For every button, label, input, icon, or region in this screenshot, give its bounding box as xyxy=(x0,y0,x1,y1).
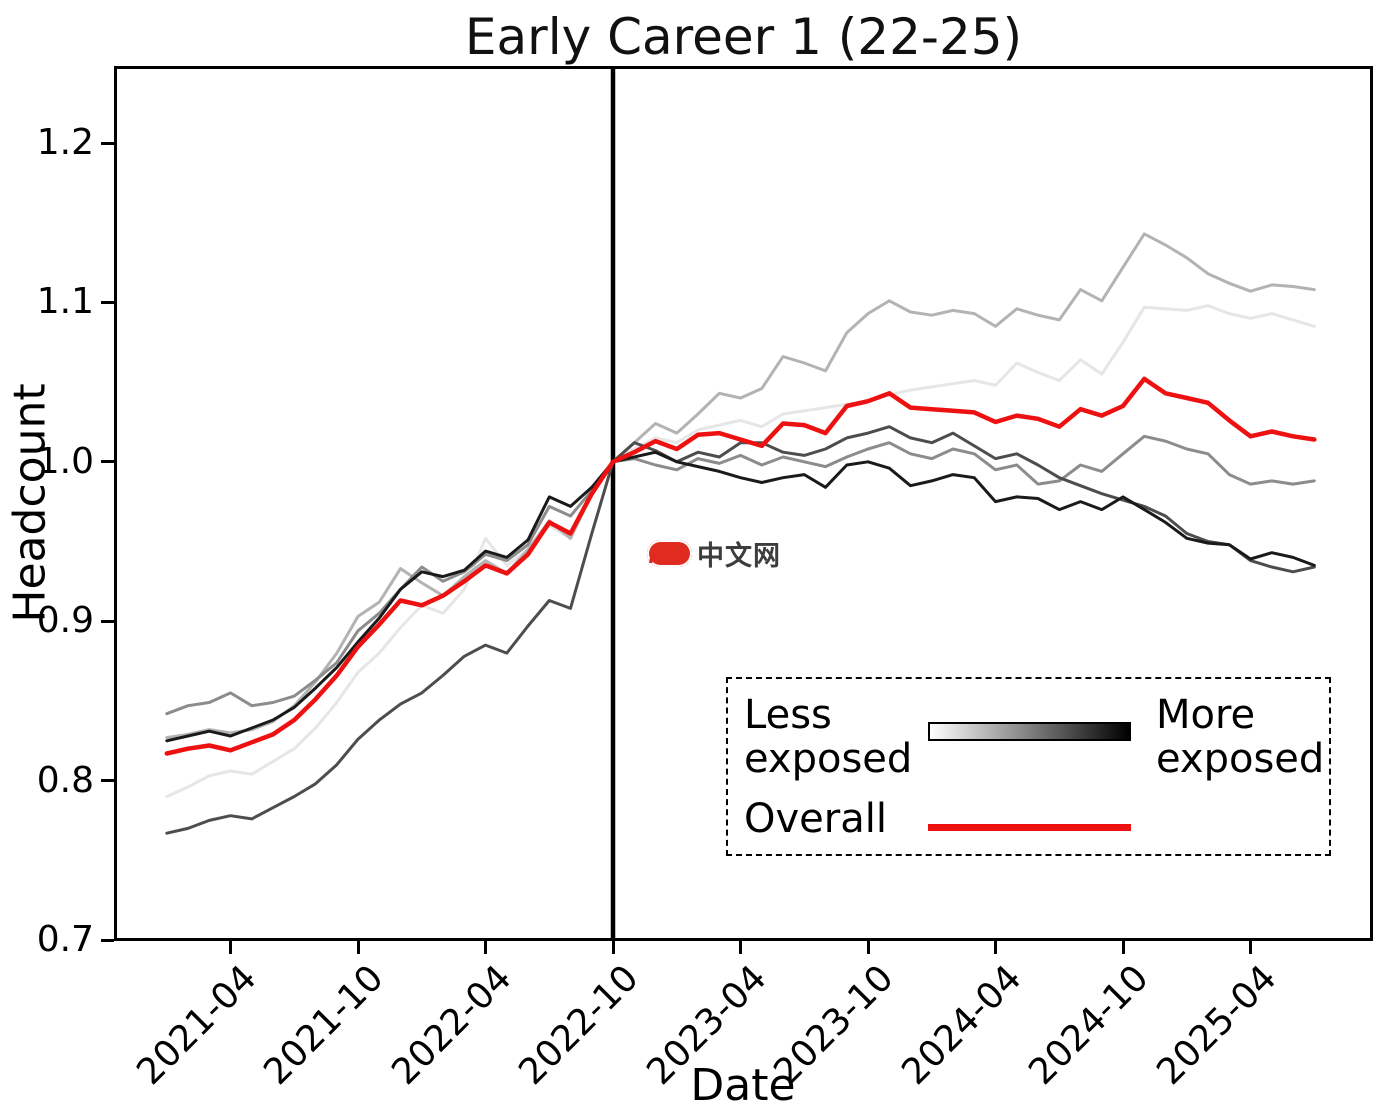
x-tick-label: 2023-10 xyxy=(766,957,902,1093)
watermark: php 中文网 xyxy=(647,539,781,572)
legend-more-exposed-label: More exposed xyxy=(1156,692,1325,782)
y-tick-label: 0.7 xyxy=(36,919,94,960)
y-tick-mark xyxy=(101,619,114,623)
y-tick-mark xyxy=(101,938,114,942)
x-tick-mark xyxy=(1249,941,1252,954)
y-tick-mark xyxy=(101,300,114,304)
x-tick-mark xyxy=(484,941,487,954)
x-tick-mark xyxy=(994,941,997,954)
x-axis-label: Date xyxy=(690,1060,796,1111)
x-tick-mark xyxy=(611,941,615,954)
x-tick-mark xyxy=(229,941,232,954)
x-tick-label: 2021-04 xyxy=(128,957,265,1093)
x-tick-label: 2024-10 xyxy=(1021,957,1157,1093)
watermark-text: 中文网 xyxy=(697,540,781,572)
y-tick-label: 0.8 xyxy=(36,759,94,801)
x-tick-label: 2024-04 xyxy=(893,957,1030,1093)
legend-box: Less exposed More exposed Overall xyxy=(726,677,1331,856)
plot-area xyxy=(114,66,1373,941)
x-tick-label: 2022-10 xyxy=(511,957,647,1093)
legend-less-exposed-label: Less exposed xyxy=(744,692,913,782)
legend-overall-label: Overall xyxy=(744,796,887,842)
y-tick-label: 0.9 xyxy=(36,600,94,642)
x-tick-label: 2022-04 xyxy=(383,957,520,1093)
x-tick-mark xyxy=(356,941,360,954)
legend-overall-line-swatch xyxy=(928,824,1131,831)
x-tick-mark xyxy=(1121,941,1125,954)
chart-title: Early Career 1 (22-25) xyxy=(464,8,1023,66)
y-tick-mark xyxy=(101,460,114,464)
y-axis-label: Headcount xyxy=(4,383,56,623)
x-tick-mark xyxy=(866,941,870,954)
x-tick-label: 2021-10 xyxy=(256,957,392,1093)
x-tick-mark xyxy=(739,941,742,954)
php-logo-icon: php xyxy=(647,539,692,567)
y-tick-label: 1.1 xyxy=(36,281,94,323)
legend-exposure-gradient-swatch xyxy=(928,722,1131,741)
y-tick-mark xyxy=(101,141,114,145)
y-tick-mark xyxy=(101,779,114,783)
y-tick-label: 1.2 xyxy=(36,122,94,163)
x-tick-label: 2025-04 xyxy=(1148,957,1285,1093)
y-tick-label: 1.0 xyxy=(36,440,94,482)
